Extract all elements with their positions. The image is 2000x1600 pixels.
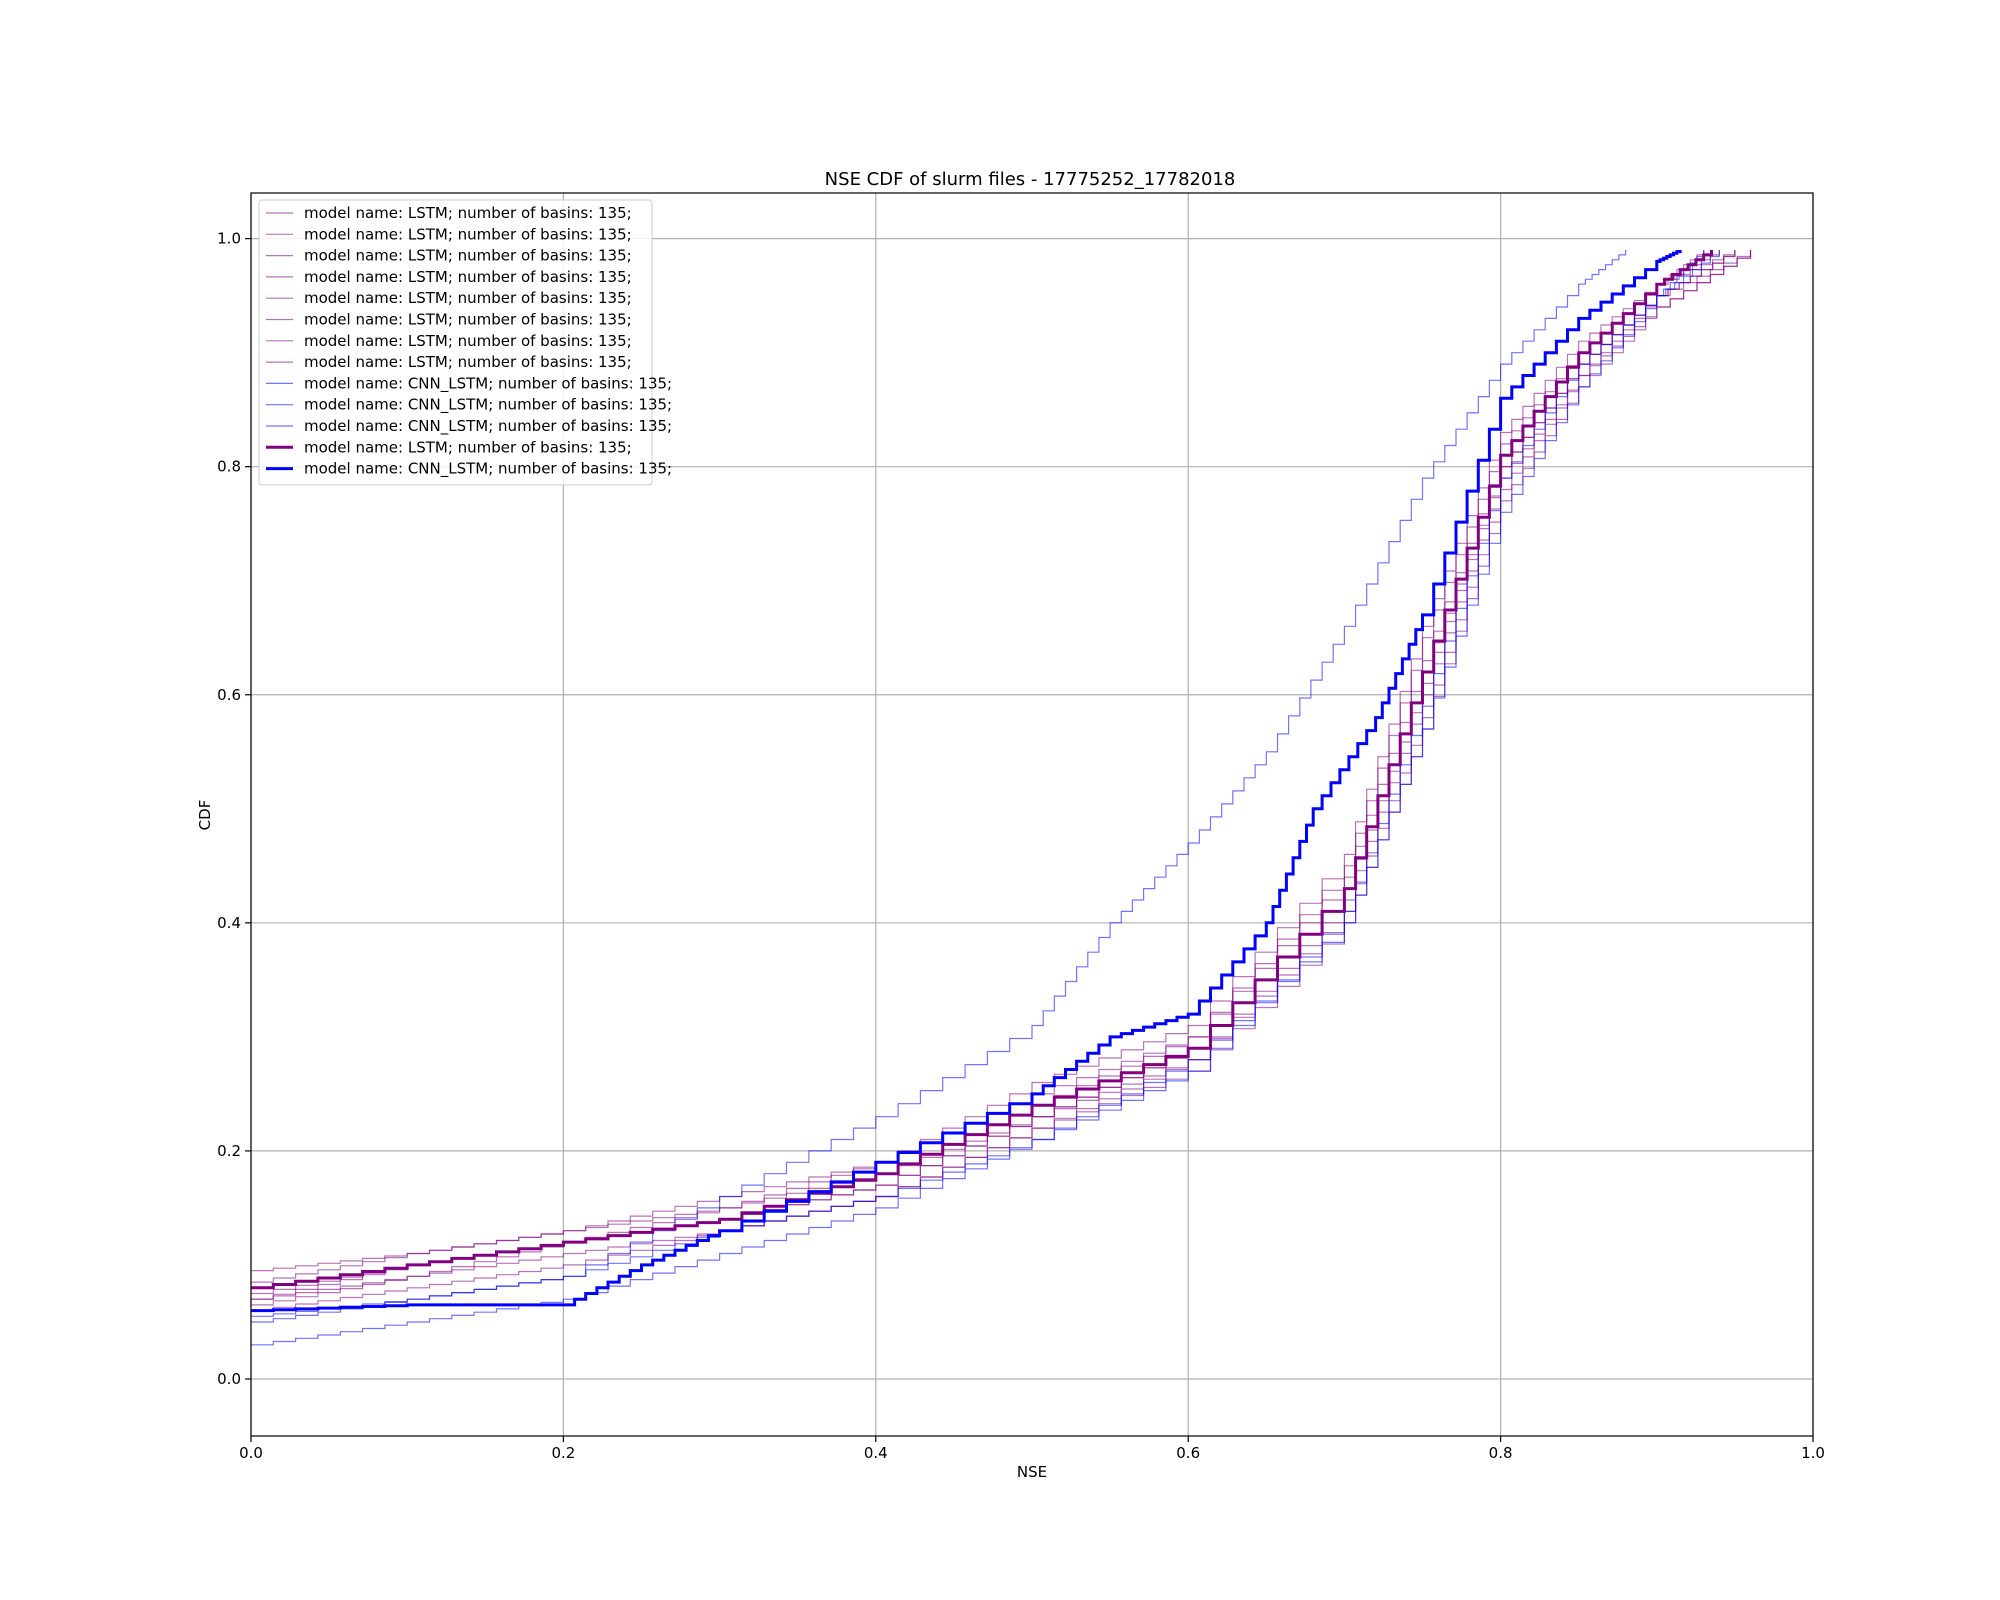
x-axis-label: NSE xyxy=(1017,1463,1047,1481)
legend-box xyxy=(258,199,653,486)
y-tick-label: 0.2 xyxy=(217,1142,241,1160)
cnn-lstm-series-line-12 xyxy=(251,250,1682,1313)
x-axis: 0.0 0.2 0.4 0.6 0.8 1.0 xyxy=(239,1436,1825,1462)
cnn-lstm-series-line-8 xyxy=(251,250,1627,1323)
legend-entry: model name: LSTM; number of basins: 135; xyxy=(304,268,632,286)
y-axis-label: CDF xyxy=(196,800,214,831)
legend-entry: model name: LSTM; number of basins: 135; xyxy=(304,332,632,350)
legend-entry: model name: LSTM; number of basins: 135; xyxy=(304,289,632,307)
cnn-lstm-series-line-9 xyxy=(251,250,1705,1346)
x-tick-label: 1.0 xyxy=(1801,1444,1825,1462)
x-tick-label: 0.6 xyxy=(1176,1444,1200,1462)
legend-entry: model name: CNN_LSTM; number of basins: … xyxy=(304,374,672,393)
y-axis: 0.0 0.2 0.4 0.6 0.8 1.0 xyxy=(217,230,251,1388)
legend-entry: model name: LSTM; number of basins: 135; xyxy=(304,225,632,243)
legend-entry: model name: LSTM; number of basins: 135; xyxy=(304,204,632,222)
x-tick-label: 0.4 xyxy=(864,1444,888,1462)
legend-entry: model name: LSTM; number of basins: 135; xyxy=(304,353,632,371)
chart-title: NSE CDF of slurm files - 17775252_177820… xyxy=(825,169,1236,190)
legend-entry: model name: CNN_LSTM; number of basins: … xyxy=(304,417,672,436)
legend-entry: model name: LSTM; number of basins: 135; xyxy=(304,247,632,265)
y-tick-label: 0.0 xyxy=(217,1370,241,1388)
lstm-series-line-11 xyxy=(251,250,1713,1290)
legend: model name: LSTM; number of basins: 135;… xyxy=(258,199,672,486)
legend-entry: model name: CNN_LSTM; number of basins: … xyxy=(304,460,672,479)
plot-frame xyxy=(250,192,1814,1437)
series-lines xyxy=(251,250,1752,1346)
legend-entry: model name: CNN_LSTM; number of basins: … xyxy=(304,396,672,415)
legend-entry: model name: LSTM; number of basins: 135; xyxy=(304,438,632,456)
x-tick-label: 0.0 xyxy=(239,1444,263,1462)
legend-entry: model name: LSTM; number of basins: 135; xyxy=(304,311,632,329)
y-tick-label: 0.8 xyxy=(217,458,241,476)
x-tick-label: 0.8 xyxy=(1489,1444,1513,1462)
y-tick-label: 1.0 xyxy=(217,230,241,248)
y-tick-label: 0.4 xyxy=(217,914,241,932)
y-tick-label: 0.6 xyxy=(217,686,241,704)
grid-lines xyxy=(250,193,1814,1436)
x-tick-label: 0.2 xyxy=(551,1444,575,1462)
